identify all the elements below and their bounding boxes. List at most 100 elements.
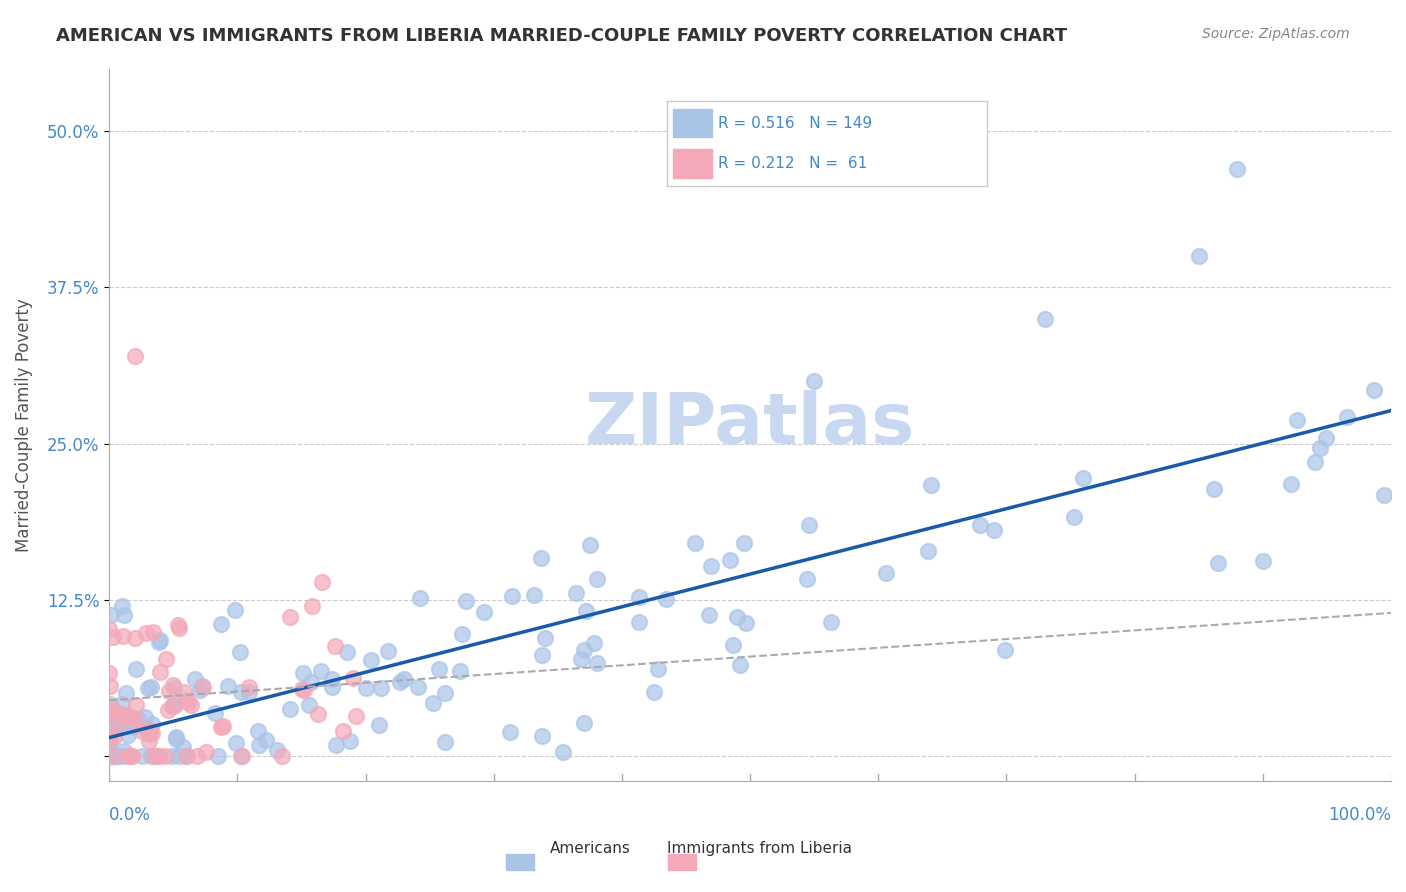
Point bbox=[530, 729, 553, 743]
Point bbox=[101, 631, 124, 645]
Point bbox=[803, 374, 825, 388]
Text: ZIPatlas: ZIPatlas bbox=[585, 391, 915, 459]
Point bbox=[534, 632, 557, 646]
Point bbox=[162, 699, 184, 714]
Point bbox=[148, 635, 170, 649]
Point bbox=[139, 749, 162, 764]
Point bbox=[98, 679, 121, 693]
Point bbox=[107, 749, 129, 764]
Point bbox=[427, 662, 450, 676]
Point bbox=[131, 749, 153, 764]
Point bbox=[146, 749, 169, 764]
Point bbox=[141, 680, 163, 694]
Point bbox=[1336, 409, 1358, 424]
Point bbox=[733, 536, 755, 550]
Point bbox=[266, 743, 288, 757]
Point bbox=[683, 536, 706, 550]
Point bbox=[98, 697, 121, 711]
Point bbox=[148, 749, 170, 764]
Point bbox=[531, 648, 554, 662]
Point bbox=[100, 749, 122, 764]
Point bbox=[1303, 455, 1326, 469]
Point bbox=[111, 629, 134, 643]
Point bbox=[174, 692, 197, 706]
Point bbox=[1315, 431, 1337, 445]
Point bbox=[721, 638, 744, 652]
Point bbox=[177, 695, 200, 709]
Point bbox=[114, 744, 136, 758]
Point bbox=[1063, 510, 1085, 524]
Point bbox=[718, 552, 741, 566]
Point bbox=[117, 709, 139, 723]
Point bbox=[101, 749, 124, 764]
Point bbox=[135, 625, 157, 640]
Point bbox=[298, 698, 321, 712]
Text: 100.0%: 100.0% bbox=[1329, 806, 1391, 824]
Point bbox=[98, 723, 121, 738]
Point bbox=[124, 349, 146, 363]
Point bbox=[165, 698, 187, 713]
Point bbox=[103, 730, 125, 744]
Point bbox=[332, 723, 354, 738]
Point bbox=[98, 622, 121, 636]
Point bbox=[583, 635, 606, 649]
Point bbox=[141, 726, 163, 740]
Point bbox=[115, 707, 138, 722]
Point bbox=[725, 609, 748, 624]
Point bbox=[100, 607, 122, 622]
Point bbox=[225, 736, 247, 750]
Point bbox=[422, 697, 444, 711]
Point bbox=[98, 749, 121, 764]
Point bbox=[893, 149, 915, 163]
Point bbox=[166, 618, 188, 632]
Point bbox=[325, 739, 347, 753]
Text: Americans: Americans bbox=[550, 841, 631, 856]
Point bbox=[247, 739, 270, 753]
Point bbox=[127, 712, 149, 726]
Point bbox=[920, 477, 942, 491]
Point bbox=[162, 678, 184, 692]
Point bbox=[157, 683, 180, 698]
Point bbox=[120, 749, 142, 764]
Point bbox=[134, 710, 156, 724]
Point bbox=[143, 749, 166, 764]
Point bbox=[122, 720, 145, 734]
Point bbox=[254, 732, 277, 747]
Point bbox=[195, 745, 218, 759]
Point bbox=[299, 674, 322, 689]
Point bbox=[145, 749, 167, 764]
Point bbox=[100, 706, 122, 720]
Point bbox=[628, 590, 651, 604]
Point bbox=[155, 749, 177, 764]
Point bbox=[501, 590, 523, 604]
Point bbox=[697, 608, 720, 623]
Point bbox=[370, 681, 392, 696]
Point bbox=[162, 681, 184, 695]
Point bbox=[360, 653, 382, 667]
Point bbox=[100, 749, 122, 764]
Point bbox=[98, 731, 121, 746]
Point bbox=[149, 665, 172, 679]
Point bbox=[190, 679, 212, 693]
Point bbox=[969, 517, 991, 532]
Point bbox=[456, 594, 478, 608]
Point bbox=[451, 626, 474, 640]
Point bbox=[586, 657, 609, 671]
Text: 0.0%: 0.0% bbox=[110, 806, 150, 824]
Point bbox=[434, 735, 457, 749]
Point bbox=[311, 574, 333, 589]
Point bbox=[321, 673, 343, 687]
Point bbox=[121, 749, 143, 764]
Point bbox=[730, 657, 752, 672]
Point bbox=[247, 723, 270, 738]
Point bbox=[165, 731, 187, 746]
Point bbox=[228, 645, 250, 659]
Point bbox=[180, 698, 202, 713]
Point bbox=[111, 599, 134, 614]
Point bbox=[211, 719, 233, 733]
Point bbox=[112, 608, 135, 623]
Point bbox=[572, 715, 595, 730]
Point bbox=[231, 749, 253, 764]
Point bbox=[565, 586, 588, 600]
Point bbox=[169, 621, 191, 635]
